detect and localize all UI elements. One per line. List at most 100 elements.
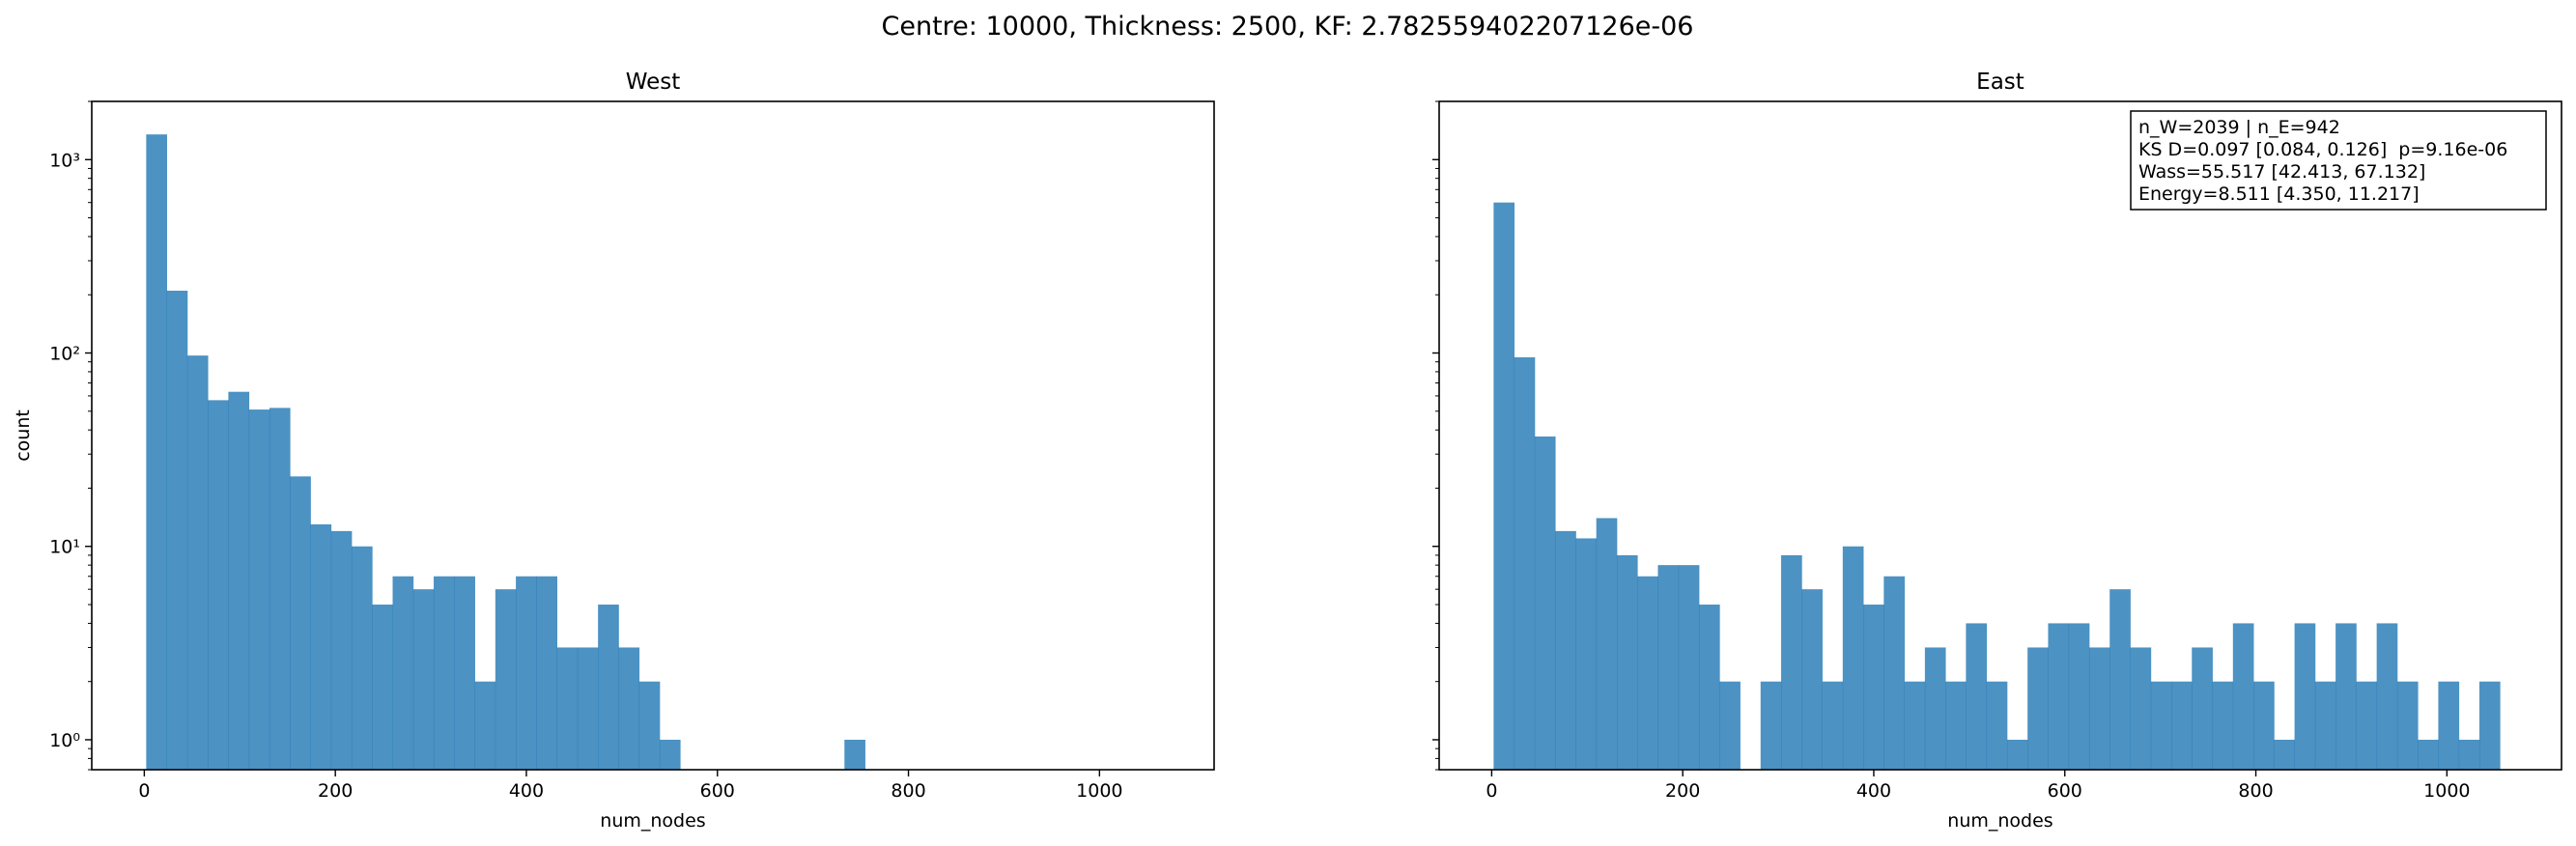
east-y-axis-ticks [1432, 100, 1439, 771]
west-histogram-bar [516, 576, 537, 770]
east-histogram-bar [1678, 565, 1700, 770]
west-y-tick-label: 10³ [49, 150, 80, 171]
east-histogram-bar [2314, 681, 2336, 770]
west-histogram-bar [351, 546, 373, 770]
east-histogram-bar [2109, 589, 2131, 770]
west-histogram-bar [269, 408, 291, 770]
east-histogram-bar [2068, 623, 2090, 770]
west-histogram-bar [659, 739, 681, 770]
east-histogram-bar [2171, 681, 2193, 770]
west-panel: West 0 200 400 600 800 1000 10⁰ 10¹ 10² 10³ num_… [13, 70, 1215, 832]
west-histogram-bar [638, 681, 661, 770]
east-histogram-bar [2335, 623, 2357, 770]
east-histogram-bar [1698, 605, 1720, 770]
west-y-axis-ticks: 10⁰ 10¹ 10² 10³ [49, 100, 92, 771]
east-title: East [1976, 70, 2024, 95]
east-histogram-bar [1822, 681, 1844, 770]
east-histogram-bar [2088, 647, 2110, 770]
west-histogram-bar [330, 530, 353, 770]
east-histogram-bar [1514, 356, 1536, 770]
west-x-axis-ticks: 0 200 400 600 800 1000 [138, 770, 1123, 802]
east-histogram-bar [2006, 739, 2028, 770]
west-axes-frame [91, 100, 1215, 771]
east-axes-frame [1438, 100, 2562, 771]
west-y-tick-label: 10² [49, 344, 80, 365]
east-x-tick-label: 800 [2238, 780, 2273, 802]
west-x-tick-label: 800 [891, 780, 925, 802]
figure-suptitle: Centre: 10000, Thickness: 2500, KF: 2.78… [882, 12, 1694, 42]
west-histogram-bar [146, 134, 168, 770]
west-histogram-bar [556, 647, 579, 770]
west-y-axis-label: count [13, 409, 34, 462]
west-histogram-bar [454, 576, 475, 770]
west-histogram-bar [372, 605, 393, 770]
west-histogram-bar [474, 681, 496, 770]
west-histogram-bar [290, 476, 311, 770]
east-histogram-bar [2130, 647, 2152, 770]
west-histogram-bar [598, 605, 619, 770]
east-histogram-bar [1493, 202, 1515, 770]
west-histogram-bar [248, 409, 270, 770]
stats-box-frame [2130, 110, 2547, 211]
east-histogram-bar [2418, 739, 2439, 770]
east-histogram-bar [1719, 681, 1741, 770]
east-x-tick-label: 200 [1665, 780, 1700, 802]
east-histogram-bar [1616, 554, 1638, 770]
west-histogram-bar [412, 589, 435, 770]
west-histogram-bar [166, 290, 188, 770]
east-histogram-bar [1883, 576, 1906, 770]
west-histogram-bar [392, 576, 414, 770]
east-histogram-bar [2232, 623, 2254, 770]
west-title: West [626, 70, 681, 95]
east-histogram-bar [2356, 681, 2378, 770]
west-histogram-bar [310, 523, 332, 770]
east-histogram-bar [2438, 681, 2460, 770]
east-histogram-bar [1863, 605, 1884, 770]
east-histogram-bar [1637, 576, 1658, 770]
west-histogram-bar [186, 355, 209, 770]
west-x-tick-label: 600 [700, 780, 735, 802]
east-histogram-bar [2396, 681, 2419, 770]
east-histogram-bar [1986, 681, 2008, 770]
east-histogram-bar [2253, 681, 2275, 770]
east-x-tick-label: 0 [1486, 780, 1497, 802]
stats-line-ks: KS D=0.097 [0.084, 0.126] p=9.16e-06 [2138, 139, 2507, 160]
east-histogram-bar [1575, 538, 1598, 770]
east-histogram-bar [1945, 681, 1967, 770]
east-histogram-bar [1760, 681, 1782, 770]
east-histogram-bar [1596, 518, 1618, 770]
east-histogram-bar [1657, 565, 1680, 770]
west-y-tick-label: 10¹ [49, 537, 80, 558]
east-histogram-bar [2376, 623, 2398, 770]
east-histogram-bar [1801, 589, 1823, 770]
west-histogram-bar [495, 589, 517, 770]
west-x-tick-label: 0 [138, 780, 150, 802]
stats-line-wasserstein: Wass=55.517 [42.413, 67.132] [2138, 161, 2425, 183]
east-histogram-bar [2027, 647, 2049, 770]
east-x-axis-ticks: 0 200 400 600 800 1000 [1486, 770, 2471, 802]
west-x-axis-label: num_nodes [600, 810, 705, 832]
east-x-tick-label: 1000 [2423, 780, 2470, 802]
west-histogram-bar [844, 739, 865, 770]
west-histogram-bar [618, 647, 640, 770]
east-histogram-bar [1534, 436, 1556, 770]
east-histogram-bar [1781, 554, 1802, 770]
west-y-tick-label: 10⁰ [49, 730, 80, 751]
west-histogram-bar [536, 576, 558, 770]
stats-box: n_W=2039 | n_E=942 KS D=0.097 [0.084, 0.… [2130, 110, 2547, 211]
east-histogram-bar [1842, 546, 1864, 770]
west-x-tick-label: 200 [318, 780, 353, 802]
west-histogram-bar [434, 576, 455, 770]
east-histogram-bar [2274, 739, 2295, 770]
east-panel: East 0 200 400 600 800 1000 num_nodes n_W=203… [1432, 70, 2562, 832]
west-histogram-bar [228, 391, 250, 770]
east-histogram-bar [2048, 623, 2070, 770]
east-histogram-bar [1924, 647, 1946, 770]
east-histogram-bar [2192, 647, 2213, 770]
west-histogram-bar [208, 400, 229, 770]
east-bars [1493, 202, 2501, 770]
east-x-tick-label: 400 [1856, 780, 1891, 802]
west-bars [146, 134, 865, 770]
east-histogram-bar [2150, 681, 2172, 770]
